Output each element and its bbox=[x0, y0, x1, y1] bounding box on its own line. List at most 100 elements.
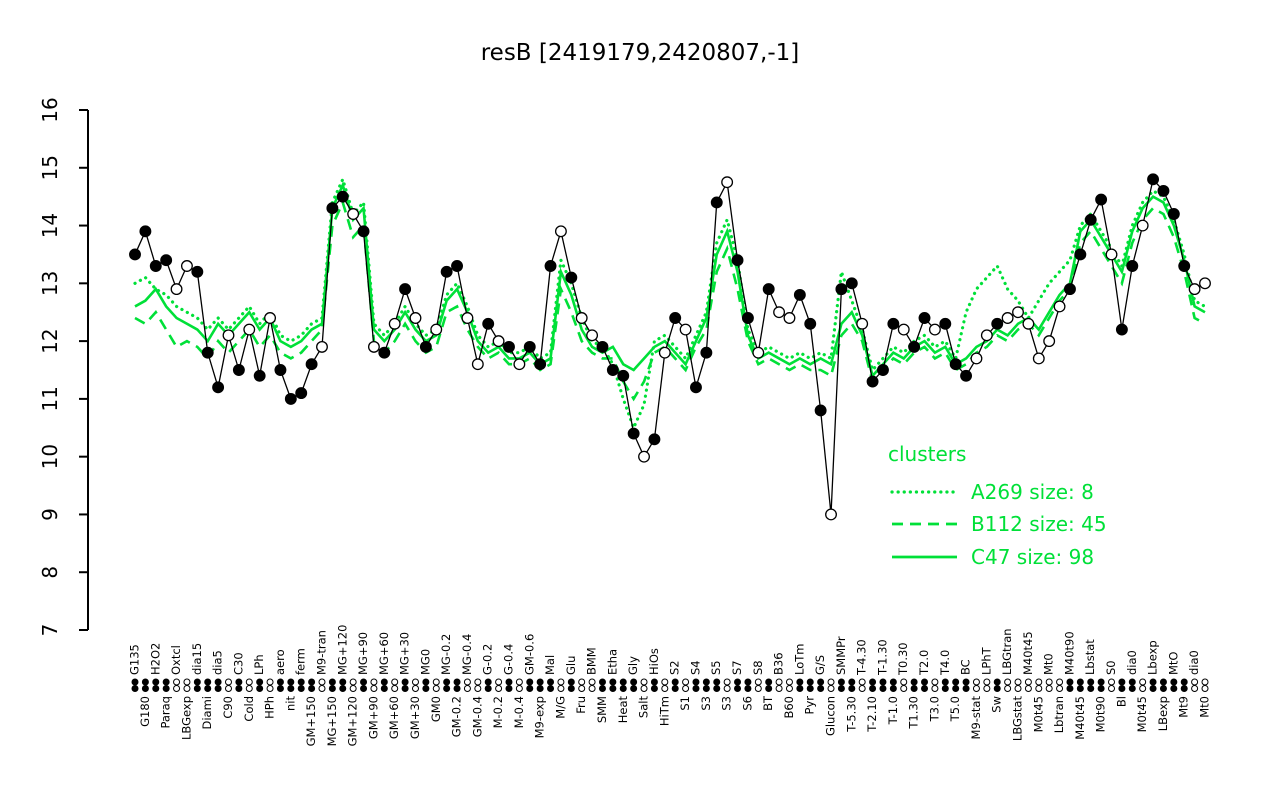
data-point bbox=[835, 283, 848, 296]
strip-point bbox=[162, 678, 170, 686]
x-category-label: G/S bbox=[813, 655, 827, 675]
strip-point bbox=[869, 685, 877, 692]
x-category-label: S1 bbox=[678, 696, 692, 711]
strip-point bbox=[173, 678, 181, 686]
data-point bbox=[503, 340, 515, 353]
strip-point bbox=[1170, 678, 1178, 686]
y-tick-label: 7 bbox=[38, 624, 62, 637]
data-point bbox=[1178, 260, 1191, 272]
strip-point bbox=[744, 685, 752, 692]
strip-point bbox=[952, 685, 960, 692]
data-point bbox=[887, 317, 900, 330]
data-point bbox=[783, 312, 796, 324]
data-point bbox=[960, 369, 973, 382]
strip-point bbox=[817, 678, 825, 686]
strip-point bbox=[453, 685, 461, 692]
strip-point bbox=[245, 678, 253, 686]
x-category-label: LBGexp bbox=[179, 696, 193, 740]
x-category-label: Oxtcl bbox=[169, 645, 183, 675]
data-point bbox=[939, 317, 952, 330]
x-category-label: M40t45 bbox=[1021, 631, 1035, 675]
strip-point bbox=[889, 685, 897, 692]
x-category-label: HiTm bbox=[657, 696, 671, 726]
x-category-label: LBGtran bbox=[1000, 628, 1014, 675]
data-point bbox=[1157, 184, 1170, 197]
legend: clusters A269 size: 8 B112 size: 45 C47 … bbox=[888, 442, 1107, 569]
data-point bbox=[1022, 317, 1035, 330]
x-category-label: Glu bbox=[564, 656, 578, 675]
strip-point bbox=[515, 685, 523, 692]
strip-point bbox=[1159, 685, 1167, 692]
strip-point bbox=[1128, 685, 1136, 692]
strip-point bbox=[983, 678, 991, 686]
x-category-label: MG+150 bbox=[325, 696, 339, 746]
strip-point bbox=[650, 678, 658, 686]
data-point bbox=[1084, 213, 1097, 226]
x-category-label: G180 bbox=[138, 696, 152, 727]
legend-entry-a269: A269 size: 8 bbox=[890, 480, 1094, 504]
strip-point bbox=[837, 678, 845, 686]
x-category-label: HPh bbox=[263, 696, 277, 719]
cluster-line-c47 bbox=[134, 181, 1206, 379]
x-category-label: SMMPr bbox=[834, 636, 848, 675]
strip-point bbox=[702, 678, 710, 686]
strip-point bbox=[453, 678, 461, 686]
strip-point bbox=[547, 685, 555, 692]
x-category-label: LPhT bbox=[979, 646, 993, 675]
x-category-label: Heat bbox=[616, 696, 630, 724]
x-category-label: M9-tran bbox=[314, 630, 328, 675]
strip-point bbox=[370, 678, 378, 686]
x-category-label: H2O2 bbox=[148, 643, 162, 675]
x-category-label: T3.0 bbox=[927, 696, 941, 722]
strip-point bbox=[858, 685, 866, 692]
data-point bbox=[471, 358, 484, 371]
data-point bbox=[409, 312, 422, 324]
x-category-label: BMM bbox=[585, 647, 599, 675]
strip-point bbox=[682, 685, 690, 692]
strip-point bbox=[1139, 678, 1147, 686]
data-point bbox=[690, 381, 702, 394]
strip-point bbox=[1180, 678, 1188, 686]
strip-point bbox=[360, 678, 368, 686]
strip-point bbox=[640, 685, 648, 692]
strip-point bbox=[484, 678, 492, 686]
x-category-label: Salt bbox=[637, 696, 651, 719]
strip-point bbox=[941, 685, 949, 692]
strip-point bbox=[578, 678, 586, 686]
x-category-label: GM+30 bbox=[408, 696, 422, 739]
strip-point bbox=[962, 678, 970, 686]
strip-point bbox=[276, 678, 284, 686]
strip-point bbox=[495, 678, 503, 686]
strip-point bbox=[609, 685, 617, 692]
strip-point bbox=[214, 678, 222, 686]
data-point bbox=[793, 288, 806, 301]
strip-point bbox=[775, 685, 783, 692]
data-point bbox=[928, 323, 941, 336]
strip-point bbox=[889, 678, 897, 686]
strip-point bbox=[765, 678, 773, 686]
data-point bbox=[492, 335, 505, 348]
x-category-label: M-0.4 bbox=[512, 696, 526, 728]
x-category-label: LoTm bbox=[792, 644, 806, 675]
x-category-label: MG+120 bbox=[335, 625, 349, 675]
strip-point bbox=[910, 678, 918, 686]
strip-point bbox=[630, 678, 638, 686]
strip-point bbox=[422, 685, 430, 692]
data-point bbox=[544, 260, 557, 272]
strip-point bbox=[1004, 678, 1012, 686]
x-category-label: Cold bbox=[242, 696, 256, 722]
strip-point bbox=[349, 685, 357, 692]
x-category-label: T5.0 bbox=[948, 696, 962, 722]
y-tick-label: 8 bbox=[38, 566, 62, 579]
cluster-line-b112 bbox=[134, 198, 1206, 402]
strip-point bbox=[598, 685, 606, 692]
strip-point bbox=[536, 678, 544, 686]
x-category-label: S0 bbox=[1104, 660, 1118, 675]
strip-point bbox=[775, 678, 783, 686]
data-point bbox=[482, 317, 495, 330]
data-point bbox=[669, 312, 682, 324]
strip-point bbox=[349, 678, 357, 686]
x-category-label: M-0.2 bbox=[491, 696, 505, 728]
strip-point bbox=[1180, 685, 1188, 692]
x-category-label: Mt0 bbox=[1198, 696, 1212, 718]
